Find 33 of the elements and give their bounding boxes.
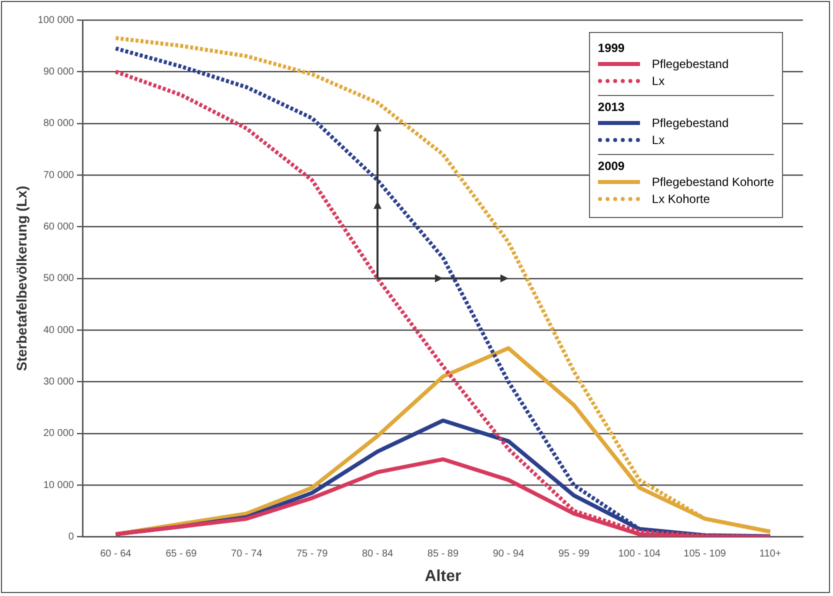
x-axis-title: Alter (424, 568, 462, 585)
y-tick-label: 60 000 (43, 221, 74, 232)
legend-label: Lx Kohorte (652, 192, 710, 206)
y-tick-label: 10 000 (43, 480, 74, 491)
x-tick-label: 70 - 74 (231, 548, 263, 560)
annotation: 2013 (598, 100, 626, 114)
x-tick-label: 95 - 99 (558, 548, 590, 560)
y-tick-label: 80 000 (43, 118, 74, 130)
x-tick-label: 65 - 69 (166, 548, 198, 560)
y-tick-label: 40 000 (43, 324, 74, 336)
x-tick-label: 110+ (759, 548, 782, 560)
legend-label: Lx (652, 74, 665, 88)
x-tick-label: 80 - 84 (362, 548, 394, 560)
x-tick-label: 90 - 94 (492, 548, 524, 560)
legend-label: Pflegebestand (652, 116, 729, 130)
y-axis-title: Sterbetafelbevölkerung (Lx) (13, 186, 30, 371)
legend-label: Pflegebestand (652, 56, 729, 70)
legend-label: Lx (652, 132, 665, 146)
x-tick-label: 105 - 109 (684, 548, 726, 560)
y-tick-label: 100 000 (38, 14, 74, 26)
y-tick-label: 0 (68, 532, 74, 543)
x-tick-label: 75 - 79 (296, 548, 328, 560)
annotation: 1999 (598, 41, 626, 55)
x-tick-label: 60 - 64 (100, 548, 132, 560)
y-tick-label: 20 000 (43, 428, 74, 440)
y-tick-label: 90 000 (43, 66, 74, 78)
y-tick-label: 50 000 (43, 273, 74, 284)
x-tick-label: 100 - 104 (618, 548, 661, 560)
x-tick-label: 85 - 89 (427, 548, 459, 560)
y-tick-label: 30 000 (43, 376, 74, 388)
legend-label: Pflegebestand Kohorte (652, 174, 774, 188)
annotation: 2009 (598, 159, 626, 173)
y-tick-label: 70 000 (43, 170, 74, 181)
